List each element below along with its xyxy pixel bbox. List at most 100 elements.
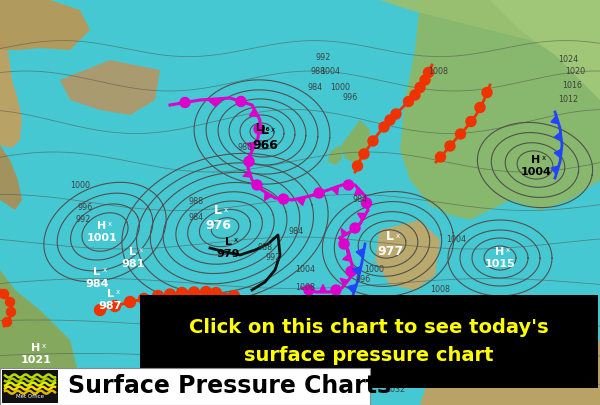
Polygon shape	[284, 367, 293, 375]
Polygon shape	[340, 120, 370, 165]
Circle shape	[424, 68, 433, 77]
Text: H
1004: H 1004	[521, 155, 551, 177]
Circle shape	[263, 316, 274, 327]
Circle shape	[7, 307, 16, 316]
Circle shape	[254, 305, 265, 315]
Text: L
966: L 966	[252, 124, 278, 152]
Polygon shape	[0, 270, 80, 405]
Text: Surface Pressure Charts: Surface Pressure Charts	[68, 374, 391, 398]
Text: 1020: 1020	[565, 68, 585, 77]
Circle shape	[164, 289, 176, 300]
Polygon shape	[269, 379, 277, 386]
Text: H
1037: H 1037	[272, 379, 304, 401]
Polygon shape	[243, 171, 251, 177]
Polygon shape	[320, 284, 326, 292]
Polygon shape	[0, 145, 22, 210]
Text: 1012: 1012	[446, 307, 466, 316]
Circle shape	[243, 296, 254, 307]
Polygon shape	[265, 192, 272, 200]
Text: 1024: 1024	[546, 381, 566, 390]
Text: 1012: 1012	[490, 296, 510, 305]
Circle shape	[361, 198, 371, 208]
Text: 1020: 1020	[298, 341, 318, 350]
Text: 1012: 1012	[295, 303, 315, 313]
Circle shape	[254, 124, 264, 134]
Polygon shape	[250, 109, 258, 116]
Circle shape	[176, 288, 187, 298]
Polygon shape	[375, 220, 440, 290]
Polygon shape	[341, 303, 350, 311]
Text: 1012: 1012	[558, 96, 578, 104]
Text: 996: 996	[355, 275, 371, 284]
Text: L
979: L 979	[216, 237, 240, 259]
Text: 984: 984	[188, 213, 203, 222]
Text: x: x	[139, 247, 143, 253]
Text: H
1001: H 1001	[86, 221, 118, 243]
Text: 984: 984	[307, 83, 323, 92]
Polygon shape	[420, 340, 600, 405]
Bar	[140, 295, 598, 388]
Polygon shape	[490, 0, 600, 100]
Text: 1016: 1016	[562, 81, 582, 90]
Text: 980: 980	[238, 143, 253, 153]
Polygon shape	[310, 346, 319, 355]
Text: 1004: 1004	[320, 68, 340, 77]
Polygon shape	[343, 254, 351, 261]
Text: x: x	[224, 207, 228, 213]
Polygon shape	[0, 0, 22, 148]
Text: 1000: 1000	[330, 83, 350, 92]
Polygon shape	[322, 334, 331, 343]
Text: 988: 988	[310, 68, 326, 77]
Polygon shape	[297, 357, 305, 365]
Polygon shape	[264, 392, 272, 399]
Text: 992: 992	[265, 254, 281, 262]
Text: x: x	[108, 221, 112, 227]
Circle shape	[482, 87, 492, 98]
Text: H
1021: H 1021	[20, 343, 52, 365]
Circle shape	[475, 102, 485, 113]
Polygon shape	[331, 186, 338, 194]
Circle shape	[445, 141, 455, 151]
Circle shape	[0, 290, 8, 298]
Circle shape	[404, 96, 413, 107]
Text: 996: 996	[77, 203, 92, 213]
Polygon shape	[247, 142, 256, 151]
Polygon shape	[328, 145, 342, 165]
Polygon shape	[269, 346, 277, 354]
Circle shape	[125, 296, 136, 307]
Circle shape	[379, 122, 389, 132]
Text: 988: 988	[188, 198, 203, 207]
Text: 992: 992	[316, 53, 331, 62]
Circle shape	[244, 156, 254, 166]
Polygon shape	[358, 213, 366, 220]
Bar	[2, 370, 58, 403]
Text: 1000: 1000	[364, 266, 384, 275]
Polygon shape	[554, 132, 562, 141]
Polygon shape	[551, 166, 559, 174]
Polygon shape	[208, 98, 223, 107]
Circle shape	[436, 152, 445, 162]
Text: x: x	[271, 127, 275, 133]
Text: 984: 984	[352, 196, 368, 205]
Circle shape	[180, 98, 190, 107]
Text: 1020: 1020	[530, 326, 550, 335]
Circle shape	[211, 288, 221, 298]
Circle shape	[339, 239, 349, 249]
Polygon shape	[340, 278, 348, 286]
Text: x: x	[103, 267, 107, 273]
Text: 1016: 1016	[480, 328, 500, 337]
Text: Met Office: Met Office	[16, 394, 44, 399]
Text: 984: 984	[289, 228, 304, 237]
Circle shape	[95, 305, 106, 315]
Circle shape	[229, 290, 239, 301]
Polygon shape	[296, 197, 305, 205]
Circle shape	[304, 285, 314, 295]
Polygon shape	[332, 320, 341, 328]
Text: 992: 992	[76, 215, 91, 224]
Text: x: x	[542, 155, 546, 161]
Circle shape	[420, 75, 430, 85]
Text: 1000: 1000	[70, 181, 90, 190]
Text: 988: 988	[257, 243, 272, 252]
Text: 1036: 1036	[338, 371, 358, 379]
Text: x: x	[234, 237, 238, 243]
